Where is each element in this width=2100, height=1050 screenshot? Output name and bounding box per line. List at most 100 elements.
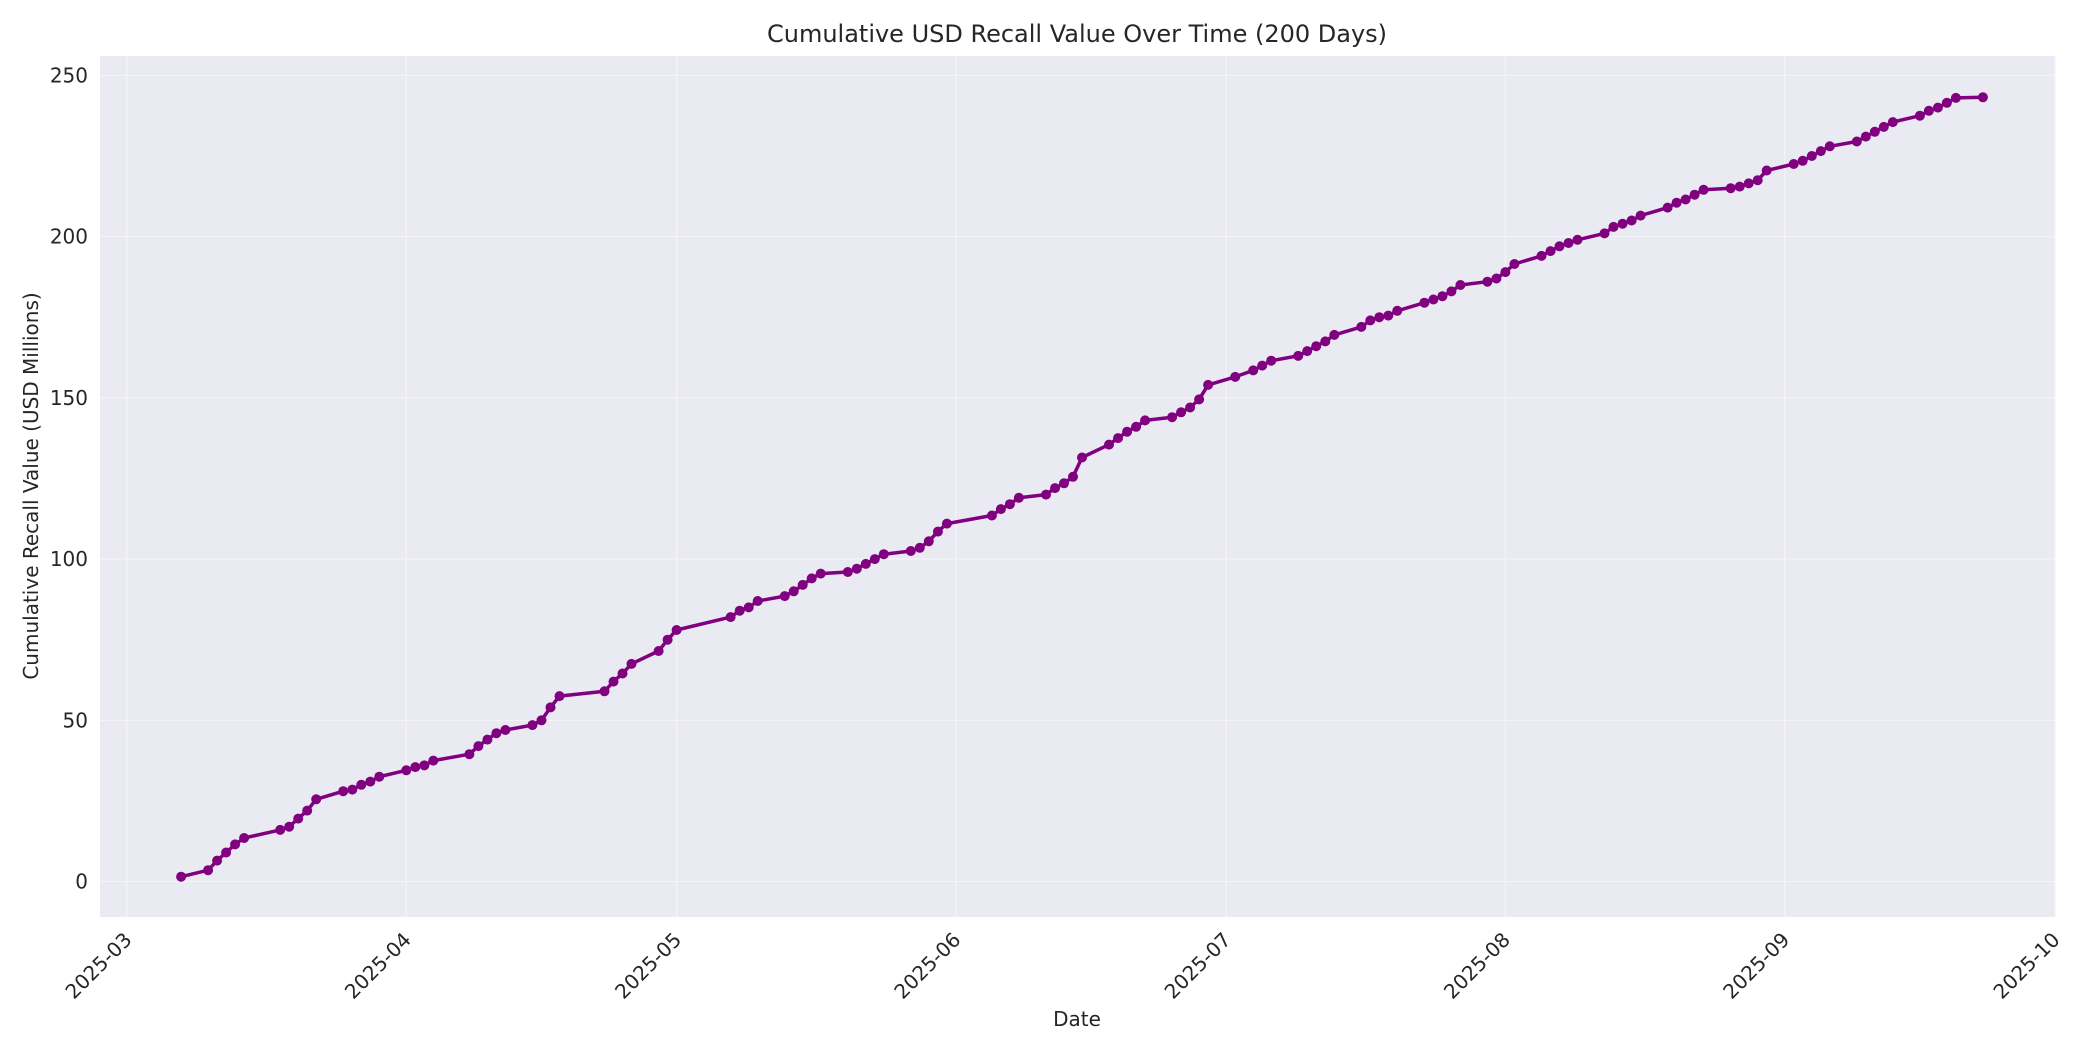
data-point xyxy=(1797,155,1808,166)
data-point xyxy=(1923,105,1934,116)
data-point xyxy=(410,762,421,773)
data-point xyxy=(1131,421,1142,432)
data-point xyxy=(1248,365,1259,376)
data-point xyxy=(1554,241,1565,252)
data-point xyxy=(860,558,871,569)
x-tick-label: 2025-09 xyxy=(1718,928,1794,1004)
data-point xyxy=(1680,194,1691,205)
data-point xyxy=(491,728,502,739)
y-tick-label: 150 xyxy=(50,386,88,410)
data-point xyxy=(671,625,682,635)
data-point xyxy=(743,602,754,613)
x-tick-label: 2025-03 xyxy=(60,928,136,1004)
chart-title: Cumulative USD Recall Value Over Time (2… xyxy=(767,20,1387,48)
data-point xyxy=(1482,276,1493,287)
data-point xyxy=(734,605,745,616)
data-point xyxy=(1536,250,1547,261)
data-point xyxy=(230,839,241,850)
data-point xyxy=(1050,483,1060,494)
data-point xyxy=(1887,117,1898,128)
data-point xyxy=(1311,341,1322,352)
data-point xyxy=(1878,121,1889,132)
data-point xyxy=(995,504,1006,515)
data-point xyxy=(554,691,565,702)
data-point xyxy=(1788,159,1799,169)
data-point xyxy=(1734,181,1745,192)
data-point xyxy=(1491,273,1502,284)
data-point xyxy=(1860,131,1871,142)
x-tick-label: 2025-04 xyxy=(340,928,416,1004)
data-point xyxy=(797,579,808,590)
data-point xyxy=(302,805,313,816)
data-point xyxy=(752,596,763,606)
data-point xyxy=(1824,141,1835,152)
data-point xyxy=(1500,267,1511,278)
data-point xyxy=(1113,433,1123,444)
grid xyxy=(100,56,2056,917)
data-point xyxy=(1383,310,1394,321)
data-point xyxy=(284,821,295,832)
data-point xyxy=(1329,329,1340,340)
y-axis-label: Cumulative Recall Value (USD Millions) xyxy=(19,292,43,679)
data-point xyxy=(527,720,538,731)
data-point xyxy=(1176,407,1187,418)
data-point xyxy=(779,591,790,602)
plot-area xyxy=(100,56,2055,917)
data-point xyxy=(1365,315,1376,326)
data-point xyxy=(1869,126,1880,137)
data-point xyxy=(1320,336,1331,347)
data-point xyxy=(1806,151,1817,161)
data-point xyxy=(1392,305,1403,316)
data-point xyxy=(1437,291,1448,302)
data-point xyxy=(1752,175,1763,186)
data-point xyxy=(1356,321,1367,332)
data-point xyxy=(1140,415,1151,426)
data-point xyxy=(1635,210,1646,221)
data-point xyxy=(293,813,304,824)
data-point xyxy=(1185,402,1196,413)
data-point xyxy=(1977,92,1988,103)
data-point xyxy=(1419,297,1430,308)
data-point xyxy=(608,676,619,687)
data-point xyxy=(617,668,628,679)
data-point xyxy=(905,546,916,556)
data-point xyxy=(464,749,475,760)
data-point xyxy=(941,518,952,529)
data-point xyxy=(1509,259,1520,269)
data-point xyxy=(1725,183,1736,194)
y-tick-label: 100 xyxy=(50,547,88,571)
data-point xyxy=(1266,355,1277,366)
data-point xyxy=(1608,221,1619,232)
data-point xyxy=(536,715,547,726)
x-tick-label: 2025-10 xyxy=(1988,928,2064,1004)
data-point xyxy=(1077,452,1087,463)
data-point xyxy=(545,702,556,713)
data-point xyxy=(1203,379,1214,390)
x-axis: 2025-03 2025-04 2025-05 2025-06 2025-07 2025-… xyxy=(60,928,2064,1004)
data-point xyxy=(851,563,862,574)
data-point xyxy=(986,510,997,521)
data-point xyxy=(1230,371,1241,382)
data-point xyxy=(374,771,385,782)
data-point xyxy=(914,542,925,553)
data-point xyxy=(1563,238,1574,248)
data-point xyxy=(1374,312,1385,323)
y-tick-label: 0 xyxy=(75,870,88,894)
data-point xyxy=(1698,184,1709,195)
data-point xyxy=(473,741,484,752)
x-tick-label: 2025-08 xyxy=(1439,928,1515,1004)
data-point xyxy=(1914,110,1925,121)
data-point xyxy=(1004,499,1015,510)
data-point xyxy=(1671,197,1682,208)
y-tick-label: 250 xyxy=(50,63,88,87)
x-tick-label: 2025-07 xyxy=(1160,928,1236,1004)
data-point xyxy=(1761,165,1772,176)
data-point xyxy=(923,536,934,547)
data-point xyxy=(653,646,664,656)
data-point xyxy=(1455,280,1466,290)
data-point xyxy=(1068,471,1078,482)
data-point xyxy=(419,760,430,771)
data-point xyxy=(338,786,349,797)
data-point xyxy=(1428,294,1439,305)
